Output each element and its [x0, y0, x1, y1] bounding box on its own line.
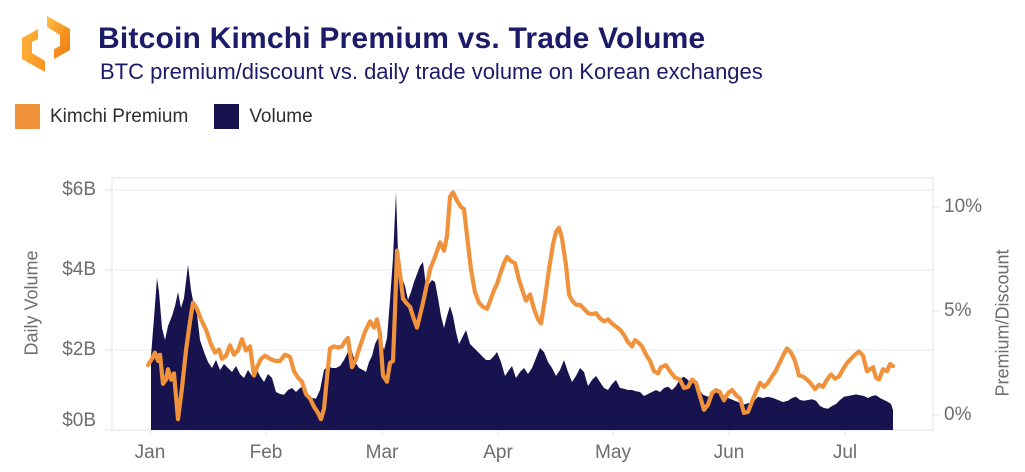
volume-area-series [151, 192, 893, 430]
legend-item-kimchi-premium: Kimchi Premium [15, 104, 188, 129]
left-axis-label: $2B [62, 339, 96, 360]
chart-legend: Kimchi Premium Volume [15, 104, 339, 129]
right-axis-label: 0% [944, 404, 972, 425]
x-axis-month-label: Apr [483, 442, 513, 463]
brand-logo-icon [14, 12, 78, 76]
x-axis-month-label: Jul [832, 442, 858, 463]
right-axis-title: Premium/Discount [992, 249, 1013, 397]
legend-label-volume: Volume [249, 105, 313, 127]
legend-swatch-volume-icon [214, 104, 240, 129]
page-title: Bitcoin Kimchi Premium vs. Trade Volume [98, 22, 706, 55]
left-axis-label: $0B [62, 410, 96, 431]
x-axis-month-label: Jun [713, 442, 745, 463]
x-axis-month-label: Feb [249, 442, 283, 463]
legend-label-premium: Kimchi Premium [50, 105, 189, 127]
right-axis-label: 10% [944, 196, 983, 217]
x-axis-month-label: May [595, 442, 631, 463]
x-axis-month-label: Jan [134, 442, 166, 463]
legend-item-volume: Volume [214, 104, 313, 129]
right-axis-label: 5% [944, 300, 972, 321]
page-subtitle: BTC premium/discount vs. daily trade vol… [100, 59, 763, 84]
kimchi-premium-line-series [145, 190, 896, 422]
left-axis-label: $4B [62, 259, 96, 280]
left-axis-label: $6B [62, 179, 96, 200]
legend-swatch-premium-icon [15, 104, 40, 129]
x-axis-month-label: Mar [365, 442, 399, 463]
